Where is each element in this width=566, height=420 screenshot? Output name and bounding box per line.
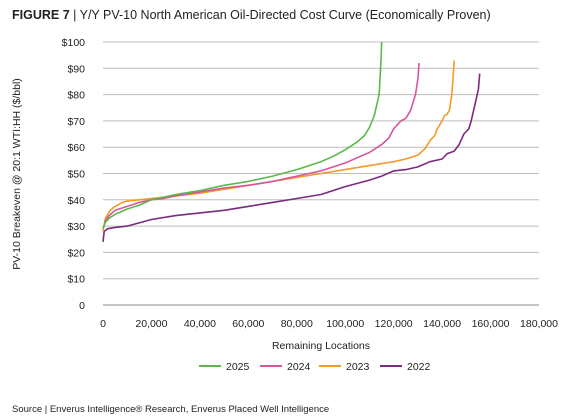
y-tick-label: $60	[67, 142, 85, 154]
legend-label: 2024	[287, 361, 311, 373]
series-line-2024	[102, 62, 420, 229]
y-tick-label: $10	[67, 274, 85, 286]
series-line-2025	[102, 41, 383, 229]
x-axis-label: Remaining Locations	[272, 340, 370, 352]
title-separator: |	[69, 8, 80, 22]
y-tick-label: $50	[67, 169, 85, 181]
y-tick-label: $80	[67, 90, 85, 102]
y-tick-label: $40	[67, 195, 85, 207]
x-tick-label: 0	[100, 318, 106, 330]
y-tick-label: 0	[79, 300, 85, 312]
cost-curve-chart: 0 $10 $20 $30 $40 $50 $60 $70 $80 $90 $100 0 20,000…	[11, 37, 558, 373]
x-tick-label: 20,000	[135, 318, 167, 330]
figure-label: FIGURE 7	[12, 8, 70, 22]
y-tick-label: $100	[62, 37, 86, 49]
series-line-2022	[102, 73, 481, 242]
series-line-2023	[102, 60, 455, 232]
y-tick-label: $20	[67, 247, 85, 259]
y-tick-label: $90	[67, 63, 85, 75]
x-tick-label: 60,000	[232, 318, 264, 330]
x-tick-label: 120,000	[375, 318, 413, 330]
y-axis-ticks: 0 $10 $20 $30 $40 $50 $60 $70 $80 $90 $100	[62, 37, 86, 312]
legend-item-2022: 2022	[380, 361, 431, 373]
series-lines	[102, 41, 481, 242]
x-tick-label: 180,000	[520, 318, 558, 330]
legend-label: 2022	[407, 361, 431, 373]
legend-item-2023: 2023	[319, 361, 370, 373]
legend-item-2025: 2025	[199, 361, 250, 373]
legend: 2025 2024 2023 2022	[199, 361, 431, 373]
x-tick-label: 40,000	[184, 318, 216, 330]
x-tick-label: 80,000	[281, 318, 313, 330]
y-axis-label: PV-10 Breakeven @ 20:1 WTI:HH ($/bbl)	[11, 78, 23, 270]
x-tick-label: 100,000	[326, 318, 364, 330]
legend-item-2024: 2024	[260, 361, 311, 373]
x-tick-label: 140,000	[423, 318, 461, 330]
x-axis-ticks: 0 20,000 40,000 60,000 80,000 100,000 120,000 1…	[100, 318, 558, 330]
legend-label: 2023	[346, 361, 370, 373]
y-tick-label: $30	[67, 221, 85, 233]
x-tick-label: 160,000	[472, 318, 510, 330]
gridlines	[103, 41, 539, 306]
y-tick-label: $70	[67, 116, 85, 128]
figure-title-text: Y/Y PV-10 North American Oil-Directed Co…	[79, 8, 491, 22]
source-note: Source | Enverus Intelligence® Research,…	[12, 404, 330, 415]
legend-label: 2025	[226, 361, 250, 373]
figure-title: FIGURE 7 | Y/Y PV-10 North American Oil-…	[12, 8, 491, 22]
